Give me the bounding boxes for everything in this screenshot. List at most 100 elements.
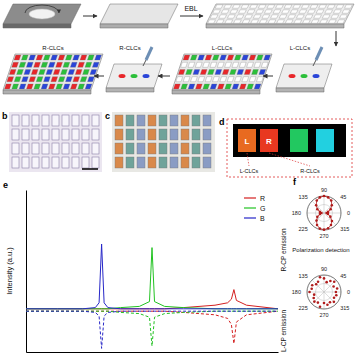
pixel-outline	[12, 129, 19, 140]
pointer-line	[247, 153, 249, 166]
pixel	[21, 55, 28, 60]
legend-swatch	[244, 207, 256, 208]
grid-spoke	[312, 292, 324, 304]
pixel	[308, 10, 316, 14]
polar-point	[316, 216, 319, 219]
polar-point	[313, 293, 316, 296]
grid-spoke	[324, 275, 325, 292]
pixel	[200, 69, 207, 74]
pixel	[227, 15, 235, 19]
pixel-color	[137, 115, 145, 126]
pixel	[345, 5, 353, 9]
pixel	[213, 77, 220, 82]
pixel	[87, 55, 94, 60]
pixel	[198, 77, 205, 82]
pixel	[230, 69, 237, 74]
pixel	[208, 20, 216, 24]
pixel	[56, 62, 63, 67]
pixel	[173, 84, 180, 89]
pixel	[193, 69, 200, 74]
scale-bar	[82, 168, 98, 170]
polar-point	[319, 227, 322, 230]
ink-drop	[119, 74, 126, 78]
pixel	[210, 62, 217, 67]
pixel	[259, 69, 266, 74]
pixel	[41, 84, 48, 89]
pixel	[256, 55, 263, 60]
pixel-outline	[12, 115, 19, 126]
pixel-outline	[22, 115, 29, 126]
pixel	[44, 77, 51, 82]
pixel-color	[203, 129, 211, 140]
polar-point	[327, 213, 330, 216]
grid-circle	[307, 196, 341, 230]
pixel-letter: R	[266, 137, 272, 146]
pixel-label: R-CLCs	[300, 168, 320, 174]
pipette-tip	[313, 60, 316, 66]
spectrum-line	[26, 311, 278, 343]
ink-drop	[143, 74, 150, 78]
panel-a	[3, 4, 354, 94]
pixel	[224, 5, 232, 9]
pixel-color	[126, 129, 134, 140]
panel-letter: b	[2, 111, 8, 121]
substrate	[276, 64, 332, 88]
pixel-color	[170, 157, 178, 168]
tick-label: 270	[319, 312, 328, 318]
pixel	[303, 20, 311, 24]
polar-point	[325, 281, 328, 284]
panel-letter: f	[293, 177, 297, 187]
spectrum-line	[26, 244, 278, 309]
pixel	[29, 77, 36, 82]
grid-spoke	[312, 201, 324, 213]
pixel	[80, 77, 87, 82]
pixel-outline	[92, 129, 99, 140]
pixel	[301, 5, 309, 9]
pixel	[242, 55, 249, 60]
pixel	[195, 84, 202, 89]
ink-drop	[313, 74, 320, 78]
polar-point	[312, 297, 315, 300]
tick-label: 0	[347, 210, 350, 216]
pixel	[227, 55, 234, 60]
pixel	[95, 55, 102, 60]
pixel	[235, 77, 242, 82]
pixel	[234, 20, 242, 24]
pixel	[181, 62, 188, 67]
grid-spoke	[324, 213, 341, 214]
pixel	[320, 20, 328, 24]
pixel-outline	[42, 157, 49, 168]
pixel	[267, 5, 275, 9]
pixel	[227, 77, 234, 82]
pixel	[282, 10, 290, 14]
pixel	[63, 62, 70, 67]
pixel	[247, 10, 255, 14]
polar-marks	[308, 276, 338, 308]
pixel	[290, 10, 298, 14]
polar-point	[330, 199, 333, 202]
pixel	[279, 15, 287, 19]
pixel	[311, 20, 319, 24]
pixel	[19, 62, 26, 67]
pixel-color	[159, 157, 167, 168]
zoom-frame	[227, 119, 352, 177]
polar-point	[329, 208, 332, 211]
pixel-outline	[72, 143, 79, 154]
grid-spoke	[312, 213, 324, 225]
step-label: EBL	[184, 5, 197, 12]
pixel	[205, 77, 212, 82]
pixel-outline	[92, 143, 99, 154]
pixel-color	[159, 143, 167, 154]
pixel	[14, 77, 21, 82]
polar-point	[327, 227, 330, 230]
pixel	[322, 15, 330, 19]
pixel	[88, 77, 95, 82]
axis-line	[307, 275, 341, 309]
pixel	[78, 62, 85, 67]
micrograph-b	[9, 112, 102, 172]
pixel	[80, 55, 87, 60]
pixel	[327, 5, 335, 9]
polar-point	[336, 287, 339, 290]
ink-drop	[131, 74, 138, 78]
pixel	[258, 5, 266, 9]
